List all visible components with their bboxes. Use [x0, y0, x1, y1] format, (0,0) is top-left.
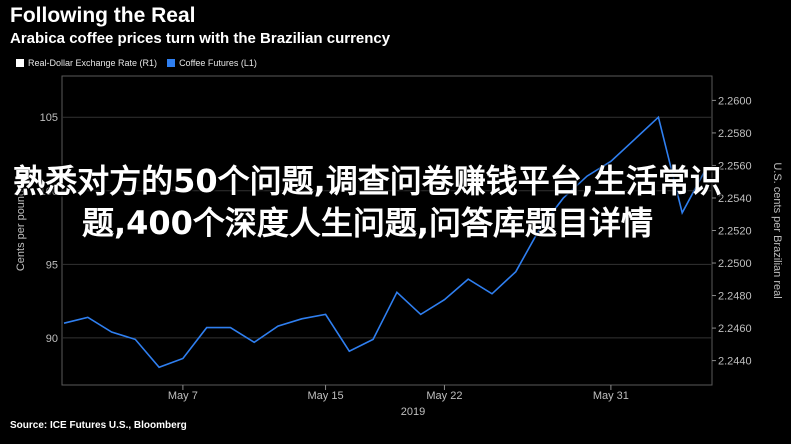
series-line-coffee-futures	[63, 115, 707, 369]
right-tick-label: 2.2540	[718, 193, 752, 205]
left-tick-label: 105	[40, 112, 58, 124]
right-tick-label: 2.2600	[718, 95, 752, 107]
overlay-text: 熟悉对方的50个问题,调查问卷赚钱平台,生活常识题,400个深度人生问题,问答库…	[13, 162, 722, 242]
legend-label-coffee-futures: Coffee Futures (L1)	[179, 58, 257, 68]
x-tick-label: May 22	[426, 390, 462, 402]
chart-subtitle: Arabica coffee prices turn with the Braz…	[10, 30, 391, 47]
x-tick-label: May 15	[308, 390, 344, 402]
legend-item-exchange-rate: Real-Dollar Exchange Rate (R1)	[16, 58, 157, 68]
left-tick-label: 90	[46, 333, 58, 345]
right-axis-title: U.S. cents per Brazilian real	[771, 162, 783, 298]
legend-item-coffee-futures: Coffee Futures (L1)	[167, 58, 257, 68]
right-tick-label: 2.2480	[718, 291, 752, 303]
left-tick-label: 100	[40, 186, 58, 198]
right-tick-label: 2.2580	[718, 128, 752, 140]
right-tick-label: 2.2520	[718, 226, 752, 238]
source-note: Source: ICE Futures U.S., Bloomberg	[10, 420, 187, 431]
x-year-label: 2019	[401, 406, 425, 418]
right-tick-label: 2.2460	[718, 323, 752, 335]
right-tick-label: 2.2560	[718, 160, 752, 172]
left-axis-title: Cents per pound	[15, 190, 27, 271]
legend: Real-Dollar Exchange Rate (R1) Coffee Fu…	[16, 56, 257, 70]
legend-swatch-white	[16, 59, 24, 67]
legend-swatch-blue	[167, 59, 176, 67]
right-tick-label: 2.2500	[718, 258, 752, 270]
right-tick-label: 2.2440	[718, 356, 752, 368]
x-tick-label: May 7	[168, 390, 198, 402]
left-tick-label: 95	[46, 259, 58, 271]
x-tick-label: May 31	[593, 390, 629, 402]
chart-title: Following the Real	[10, 4, 196, 27]
legend-label-exchange-rate: Real-Dollar Exchange Rate (R1)	[28, 58, 158, 68]
